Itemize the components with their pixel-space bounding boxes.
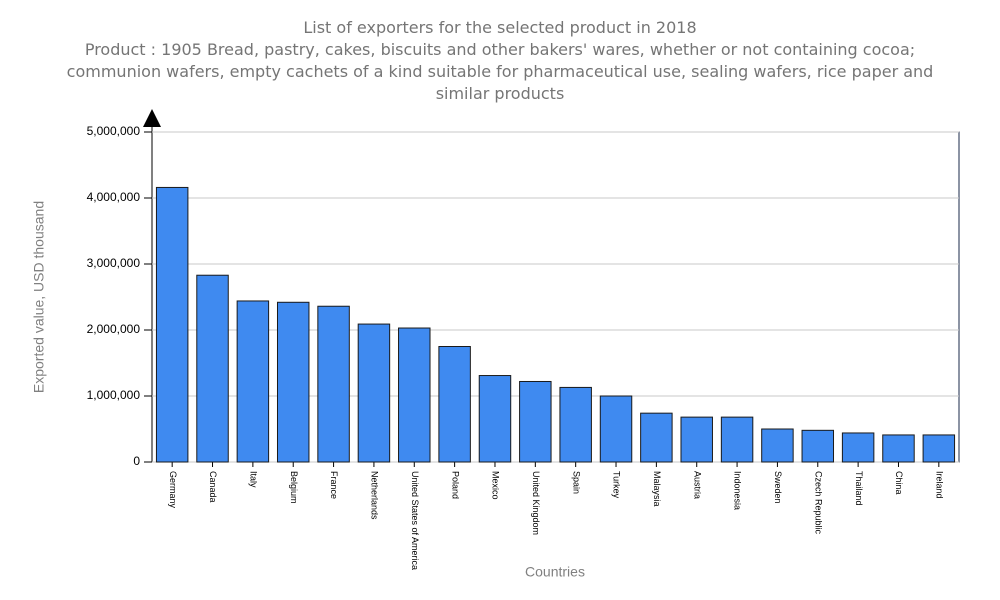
y-tick-label: 0 (133, 454, 140, 468)
header: List of exporters for the selected produ… (55, 17, 945, 105)
x-tick-label: Czech Republic (813, 471, 823, 535)
y-axis-title: Exported value, USD thousand (31, 201, 47, 393)
x-tick-label: Spain (571, 471, 581, 494)
bar (276, 301, 310, 463)
x-tick-label: United Kingdom (531, 471, 541, 535)
bar (317, 305, 350, 463)
bar (801, 429, 835, 463)
x-tick-label: Netherlands (370, 471, 380, 520)
x-tick-label: Sweden (773, 471, 783, 504)
x-tick-label: Mexico (491, 471, 501, 500)
y-tick-label: 5,000,000 (87, 124, 141, 138)
bar (720, 416, 754, 463)
x-tick-label: China (894, 471, 904, 495)
grid (152, 131, 959, 463)
chart-title: List of exporters for the selected produ… (303, 18, 697, 37)
bar (680, 416, 713, 463)
x-tick-label: Thailand (854, 471, 864, 506)
x-tick-label: Canada (208, 471, 218, 503)
x-tick-label: Indonesia (733, 471, 743, 510)
x-tick-label: Austria (692, 471, 702, 499)
bar (357, 323, 391, 463)
bar (236, 300, 270, 463)
bar (478, 375, 512, 463)
bar (519, 380, 552, 463)
y-tick-label: 1,000,000 (87, 388, 141, 402)
bar (196, 274, 229, 463)
bar (155, 186, 189, 463)
x-tick-label: Italy (249, 471, 259, 488)
bar (559, 386, 592, 463)
y-tick-label: 4,000,000 (87, 190, 141, 204)
bar (398, 327, 431, 463)
x-tick-label: Poland (450, 471, 460, 499)
chart-subtitle: Product : 1905 Bread, pastry, cakes, bis… (66, 40, 934, 103)
x-tick-label: Belgium (289, 471, 299, 504)
x-axis-title: Countries (525, 564, 585, 580)
bar (922, 434, 956, 463)
bar (841, 432, 875, 463)
x-tick-label: United States of America (410, 471, 420, 570)
bar (599, 395, 633, 463)
x-tick-label: Malaysia (652, 471, 662, 507)
x-tick-label: Turkey (612, 471, 622, 499)
x-tick-label: Germany (168, 471, 178, 509)
y-axis-arrow (143, 109, 161, 127)
x-tick-label: Ireland (934, 471, 944, 499)
bar (640, 412, 673, 463)
y-tick-label: 3,000,000 (87, 256, 141, 270)
x-tick-label: France (329, 471, 339, 499)
y-tick-label: 2,000,000 (87, 322, 141, 336)
bar (761, 428, 794, 463)
bar (882, 434, 915, 463)
bar (438, 346, 471, 463)
plot-frame (151, 131, 960, 463)
